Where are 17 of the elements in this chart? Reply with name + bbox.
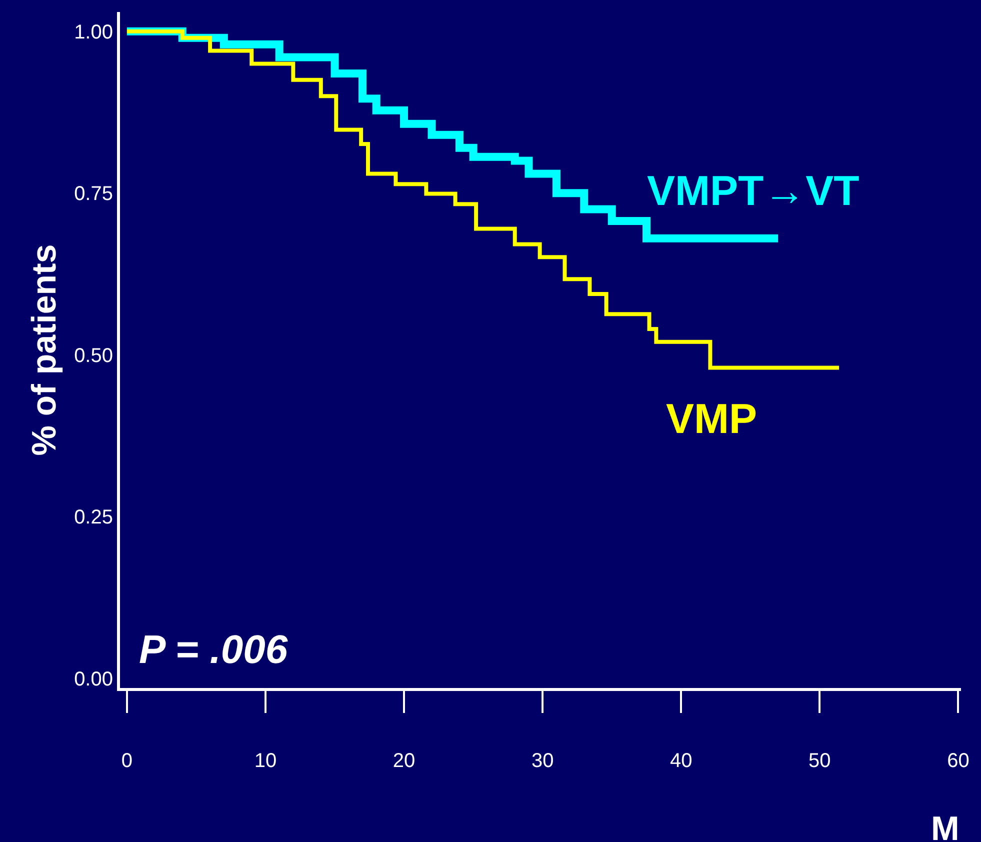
y-tick-label: 0.25	[74, 506, 113, 529]
y-tick-label: 0.50	[74, 344, 113, 367]
series-label: VMPT→VT	[647, 167, 860, 214]
y-tick-label: 0.75	[74, 183, 113, 206]
x-tick-label: 50	[808, 750, 831, 772]
x-tick-label: 30	[531, 750, 554, 772]
y-axis-title: % of patients	[26, 244, 64, 456]
x-tick-label: 60	[947, 750, 970, 772]
y-tick-label: 0.00	[74, 668, 113, 690]
x-tick-label: 20	[392, 750, 416, 772]
x-tick-label: 10	[254, 750, 277, 772]
y-tick-label: 1.00	[74, 21, 113, 44]
x-tick-label: 40	[670, 750, 692, 772]
x-axis-title: M	[931, 810, 960, 842]
annotation: P = .006	[139, 628, 288, 672]
series-label: VMP	[666, 395, 758, 442]
x-tick-label: 0	[121, 750, 132, 772]
